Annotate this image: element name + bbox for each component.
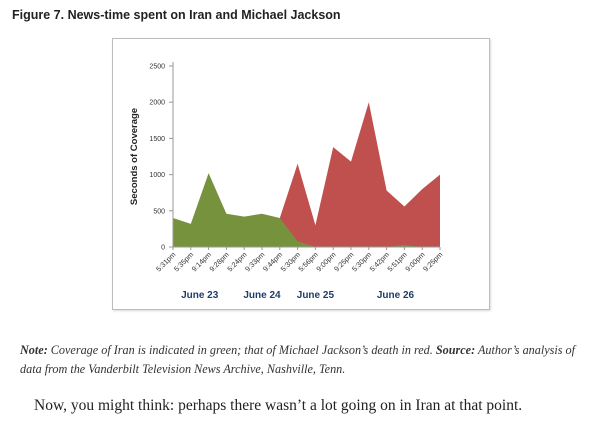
y-tick-label: 1500 [149, 136, 165, 143]
chart-frame: 0 500 1000 1500 2000 2500 5:31pm 5:35pm 9:14pm 9… [112, 38, 490, 310]
series-area-0 [173, 102, 440, 247]
date-groups: June 23 June 24 June 25 June 26 [181, 290, 414, 301]
y-axis-label: Seconds of Coverage [129, 108, 140, 205]
series-area-1 [173, 173, 440, 247]
figure-title: Figure 7. News-time spent on Iran and Mi… [12, 8, 341, 22]
axes [172, 62, 440, 248]
date-group-label: June 25 [297, 290, 335, 301]
y-ticks: 0 500 1000 1500 2000 2500 [149, 64, 173, 252]
y-tick-label: 2000 [149, 100, 165, 107]
date-group-label: June 26 [377, 290, 415, 301]
plot-areas [173, 102, 440, 247]
figure-note: Note: Coverage of Iran is indicated in g… [20, 341, 580, 379]
body-paragraph: Now, you might think: perhaps there wasn… [34, 397, 523, 414]
date-group-label: June 23 [181, 290, 219, 301]
source-label: Source: [435, 343, 476, 357]
area-chart: 0 500 1000 1500 2000 2500 5:31pm5:35pm9:14pm9… [129, 62, 444, 301]
y-tick-label: 2500 [149, 64, 165, 71]
x-ticks: 5:31pm5:35pm9:14pm9:28pm5:24pm9:33pm9:44… [154, 247, 444, 273]
y-tick-label: 0 [161, 245, 165, 252]
date-group-label: June 24 [243, 290, 281, 301]
y-tick-label: 500 [153, 208, 165, 215]
note-text: Coverage of Iran is indicated in green; … [47, 343, 436, 357]
x-tick-label: 9:25pm [421, 250, 444, 273]
y-tick-label: 1000 [149, 172, 165, 179]
note-label: Note: [20, 343, 48, 357]
source-text: Author’s analysis of data from the Vande… [20, 343, 576, 376]
